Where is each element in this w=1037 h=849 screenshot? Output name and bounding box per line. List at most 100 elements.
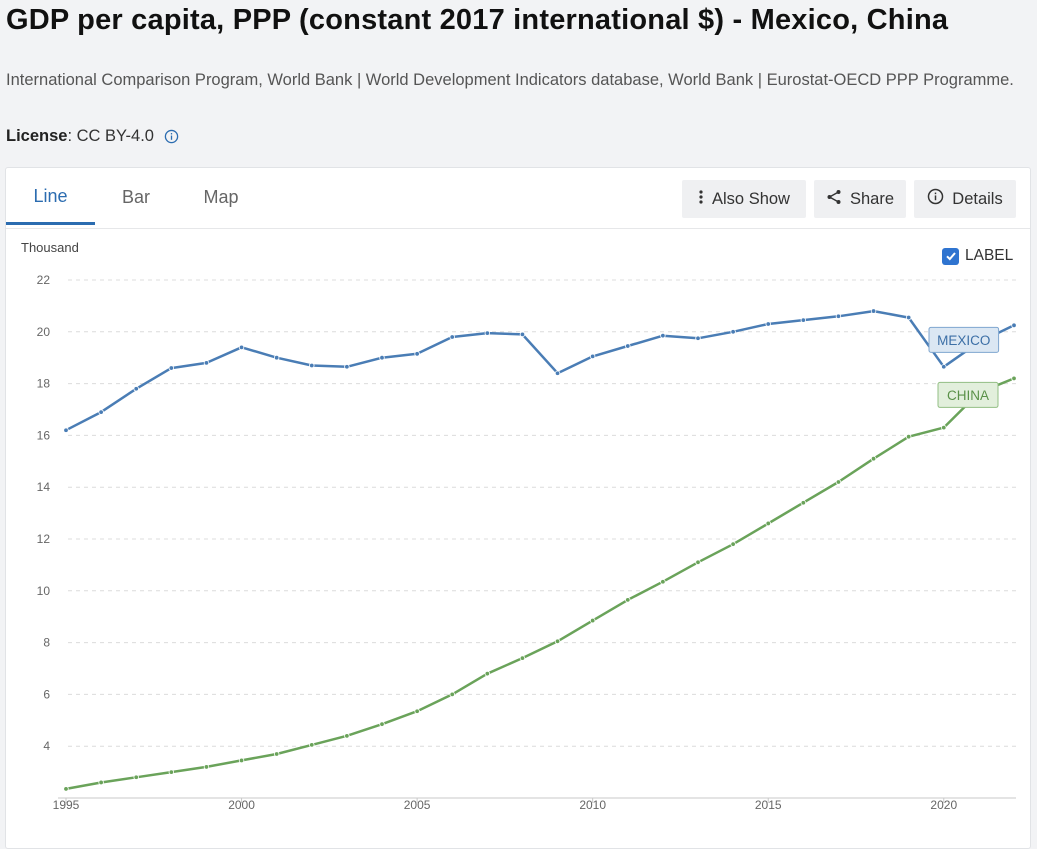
- y-tick-label: 10: [37, 584, 51, 598]
- data-point-mexico: [484, 330, 491, 336]
- label-checkbox[interactable]: [942, 247, 959, 265]
- data-point-mexico: [589, 353, 596, 360]
- series-line-mexico: [65, 309, 1015, 432]
- data-point-china: [273, 751, 280, 757]
- series-tag-mexico: [928, 326, 1000, 353]
- data-point-china: [309, 742, 315, 748]
- tab-bar[interactable]: Bar: [121, 186, 150, 207]
- x-tick-label: 2020: [930, 798, 957, 812]
- data-point-china: [941, 424, 947, 431]
- line-chart: 4 6 8 10 12 14 16 18 20 22 1995 2000 2005 2010 2015 202…: [37, 273, 1017, 812]
- data-point-mexico: [554, 370, 561, 376]
- chart-card: Line Bar Map Also Show Share Details 4 6 8…: [5, 167, 1031, 849]
- y-tick-label: 12: [37, 532, 51, 546]
- data-point-mexico: [1011, 322, 1017, 329]
- details-button[interactable]: Details: [914, 180, 1016, 218]
- data-point-mexico: [625, 343, 631, 349]
- vertical-dots-icon: [698, 189, 704, 210]
- data-point-mexico: [905, 314, 912, 321]
- info-circle-icon[interactable]: [164, 129, 179, 144]
- data-point-china: [554, 638, 561, 645]
- x-tick-label: 2015: [755, 798, 782, 812]
- data-point-china: [1011, 375, 1017, 382]
- series-tag-label-china: CHINA: [947, 388, 989, 403]
- license-value: : CC BY-4.0: [67, 127, 154, 145]
- chart-tabs: Line Bar Map: [6, 168, 265, 228]
- data-point-china: [344, 733, 350, 739]
- license-line: License : CC BY-4.0: [6, 127, 179, 146]
- data-point-china: [133, 774, 139, 780]
- tab-divider: [6, 228, 1030, 229]
- details-label: Details: [952, 189, 1003, 208]
- page-title: GDP per capita, PPP (constant 2017 inter…: [6, 4, 949, 36]
- data-point-china: [695, 559, 701, 566]
- data-sources: International Comparison Program, World …: [6, 71, 1014, 89]
- series-line-china: [65, 377, 1015, 791]
- info-circle-icon: [927, 188, 944, 210]
- data-point-china: [98, 779, 104, 786]
- share-button[interactable]: Share: [814, 180, 906, 218]
- data-point-china: [800, 500, 807, 506]
- share-icon: [826, 189, 842, 210]
- y-tick-label: 4: [43, 739, 50, 753]
- data-point-china: [519, 655, 526, 661]
- series-tag-china: [937, 381, 999, 408]
- data-point-china: [589, 617, 596, 624]
- data-point-mexico: [273, 354, 280, 361]
- label-toggle[interactable]: LABEL: [942, 247, 1013, 265]
- series-tag-label-mexico: MEXICO: [937, 333, 990, 348]
- data-point-mexico: [203, 360, 210, 366]
- data-point-mexico: [133, 386, 139, 392]
- data-point-china: [414, 708, 420, 714]
- data-point-china: [835, 479, 842, 485]
- tab-line[interactable]: Line: [6, 168, 95, 225]
- data-point-china: [203, 764, 210, 770]
- x-tick-label: 1995: [53, 798, 80, 812]
- data-point-china: [870, 456, 877, 462]
- x-tick-label: 2005: [404, 798, 431, 812]
- data-point-mexico: [941, 364, 947, 370]
- label-toggle-text: LABEL: [965, 247, 1014, 264]
- data-point-mexico: [63, 427, 69, 433]
- y-tick-label: 14: [37, 480, 51, 494]
- data-point-mexico: [519, 331, 526, 338]
- data-point-china: [660, 579, 666, 585]
- license-label: License: [6, 127, 68, 145]
- tab-map[interactable]: Map: [203, 186, 239, 207]
- data-point-china: [730, 541, 736, 547]
- y-tick-label: 20: [37, 325, 51, 339]
- y-tick-label: 6: [43, 687, 50, 701]
- x-tick-label: 2000: [228, 798, 255, 812]
- data-point-mexico: [449, 334, 455, 340]
- y-tick-label: 16: [37, 428, 51, 442]
- also-show-label: Also Show: [712, 189, 790, 208]
- data-point-china: [63, 786, 69, 792]
- y-tick-label: 22: [37, 273, 51, 287]
- data-point-mexico: [870, 308, 877, 314]
- data-point-mexico: [414, 351, 420, 357]
- data-point-mexico: [98, 409, 104, 415]
- data-point-mexico: [168, 365, 175, 371]
- also-show-button[interactable]: Also Show: [682, 180, 806, 218]
- data-point-china: [379, 721, 385, 727]
- data-point-mexico: [765, 321, 771, 327]
- data-point-mexico: [800, 317, 807, 323]
- data-point-china: [625, 597, 631, 603]
- data-point-china: [905, 433, 912, 440]
- data-point-mexico: [344, 364, 350, 370]
- data-point-mexico: [835, 313, 842, 319]
- data-point-china: [484, 670, 491, 677]
- data-point-mexico: [730, 329, 736, 335]
- data-point-mexico: [238, 344, 245, 351]
- data-point-china: [238, 757, 245, 764]
- data-point-china: [168, 769, 175, 775]
- y-tick-label: 18: [37, 377, 51, 391]
- data-point-china: [765, 520, 771, 527]
- data-point-china: [449, 691, 455, 698]
- data-point-mexico: [379, 354, 385, 361]
- data-point-mexico: [309, 362, 315, 369]
- y-axis-unit-label: Thousand: [21, 240, 79, 255]
- data-point-mexico: [695, 335, 701, 341]
- data-point-mexico: [660, 332, 666, 339]
- x-tick-label: 2010: [579, 798, 606, 812]
